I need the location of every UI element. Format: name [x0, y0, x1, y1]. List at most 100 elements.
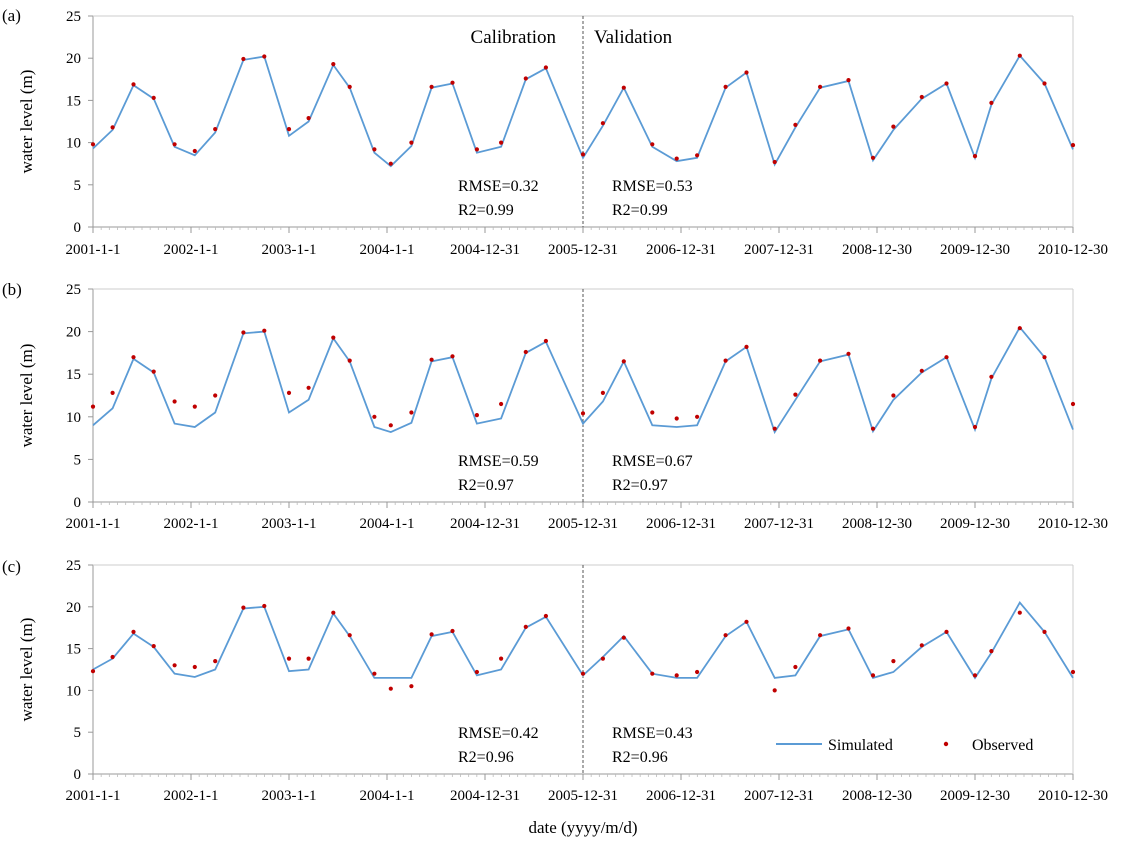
observed-point	[262, 328, 267, 333]
x-tick-label: 2007-12-31	[744, 242, 814, 258]
y-axis-label: water level (m)	[17, 344, 36, 448]
observed-point	[621, 359, 626, 364]
observed-point	[499, 656, 504, 661]
observed-point	[580, 411, 586, 416]
x-axis-label: date (yyyy/m/d)	[528, 818, 637, 837]
observed-point	[600, 390, 606, 395]
observed-point	[347, 358, 352, 363]
observed-point	[972, 154, 978, 159]
panel-label: (c)	[2, 557, 21, 576]
observed-point	[793, 664, 798, 670]
observed-point	[944, 81, 949, 86]
observed-point	[1017, 610, 1022, 615]
y-axis-label: water level (m)	[17, 70, 36, 174]
observed-point	[891, 659, 896, 664]
observed-point	[744, 344, 749, 349]
x-tick-label: 2003-1-1	[262, 788, 317, 804]
y-tick-label: 10	[66, 136, 81, 152]
observed-point	[192, 404, 197, 409]
observed-point	[499, 140, 504, 145]
observed-point	[172, 399, 177, 404]
x-tick-label: 2008-12-30	[842, 516, 912, 532]
observed-point	[450, 628, 455, 634]
observed-point	[674, 416, 679, 421]
x-tick-label: 2007-12-31	[744, 788, 814, 804]
observed-point	[772, 688, 777, 693]
y-tick-label: 20	[66, 325, 81, 341]
observed-point	[110, 125, 115, 130]
calibration-rmse: RMSE=0.59	[458, 453, 539, 470]
y-tick-label: 0	[74, 767, 82, 783]
y-tick-label: 20	[66, 51, 81, 67]
calibration-r2: R2=0.99	[458, 202, 514, 219]
observed-point	[131, 82, 136, 87]
observed-point	[347, 84, 352, 89]
y-tick-label: 5	[74, 725, 82, 741]
x-tick-label: 2005-12-31	[548, 516, 618, 532]
observed-point	[600, 656, 606, 661]
observed-point	[388, 161, 393, 166]
y-tick-label: 5	[74, 178, 82, 194]
x-tick-label: 2006-12-31	[646, 516, 716, 532]
x-tick-label: 2004-1-1	[360, 788, 415, 804]
x-tick-label: 2005-12-31	[548, 242, 618, 258]
observed-point	[723, 633, 728, 638]
observed-point	[1070, 669, 1076, 675]
observed-point	[972, 673, 978, 678]
observed-point	[286, 656, 292, 661]
y-tick-label: 0	[74, 495, 82, 511]
observed-point	[213, 393, 218, 398]
observed-point	[543, 65, 549, 70]
observed-point	[110, 390, 115, 395]
observed-point	[213, 659, 218, 664]
x-tick-label: 2004-12-31	[450, 516, 520, 532]
x-tick-label: 2010-12-30	[1038, 788, 1108, 804]
observed-point	[650, 671, 655, 676]
observed-point	[846, 78, 851, 83]
observed-point	[409, 410, 414, 415]
observed-point	[723, 84, 728, 89]
observed-point	[944, 355, 949, 360]
observed-point	[1070, 401, 1076, 407]
observed-point	[919, 368, 924, 373]
observed-point	[818, 358, 823, 363]
observed-point	[131, 629, 136, 635]
y-tick-label: 0	[74, 220, 82, 236]
legend-simulated-label: Simulated	[828, 737, 893, 754]
x-tick-label: 2004-12-31	[450, 242, 520, 258]
x-tick-label: 2009-12-30	[940, 788, 1010, 804]
x-tick-label: 2010-12-30	[1038, 242, 1108, 258]
observed-point	[846, 351, 851, 356]
y-tick-label: 15	[66, 642, 81, 658]
x-tick-label: 2004-1-1	[360, 516, 415, 532]
observed-point	[429, 84, 434, 89]
observed-point	[870, 673, 876, 678]
observed-point	[388, 686, 393, 691]
observed-point	[286, 127, 292, 132]
observed-point	[723, 358, 728, 363]
observed-point	[1042, 629, 1047, 635]
observed-point	[172, 142, 177, 147]
observed-point	[429, 357, 434, 362]
observed-point	[695, 414, 700, 419]
observed-point	[347, 633, 352, 638]
observed-point	[110, 654, 115, 660]
observed-point	[674, 156, 679, 161]
observed-point	[450, 80, 455, 85]
y-tick-label: 20	[66, 600, 81, 616]
observed-point	[192, 148, 197, 154]
observed-point	[286, 390, 292, 395]
x-tick-label: 2003-1-1	[262, 242, 317, 258]
observed-point	[650, 142, 655, 147]
observed-point	[409, 684, 414, 689]
observed-point	[306, 116, 311, 121]
observed-point	[306, 656, 311, 661]
observed-point	[744, 619, 749, 624]
observed-point	[151, 369, 156, 374]
observed-point	[944, 629, 949, 635]
observed-point	[331, 610, 336, 615]
x-tick-label: 2008-12-30	[842, 788, 912, 804]
observed-point	[90, 669, 96, 674]
